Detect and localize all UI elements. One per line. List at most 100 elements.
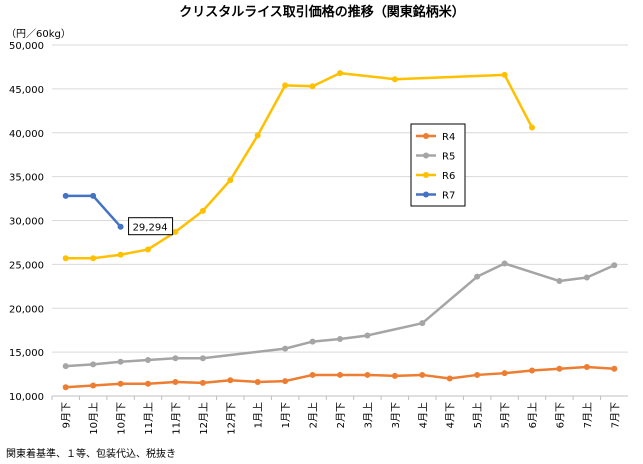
series-line-r6 (65, 71, 534, 260)
data-point-r5 (199, 355, 206, 362)
x-tick-label: 3月上 (362, 402, 374, 428)
legend-label-r4: R4 (442, 132, 455, 143)
data-point-r4 (501, 370, 508, 377)
data-point-r6 (254, 132, 261, 139)
data-point-r5 (501, 260, 508, 267)
y-axis-unit-label: （円／60kg） (6, 28, 71, 40)
x-tick-label: 12月下 (225, 402, 237, 435)
x-tick-label: 11月下 (170, 402, 182, 435)
legend-label-r7: R7 (442, 191, 455, 202)
data-point-r5 (474, 273, 481, 280)
x-tick-label: 1月上 (253, 402, 265, 428)
series-r7 (62, 192, 124, 230)
gridlines (52, 44, 628, 353)
y-tick-label: 20,000 (9, 304, 44, 315)
x-tick-label: 6月下 (554, 402, 566, 428)
series-r6 (62, 70, 535, 262)
data-point-r5 (172, 355, 179, 362)
data-point-r6 (90, 255, 97, 262)
x-tick-label: 7月上 (582, 402, 594, 428)
y-tick-label: 40,000 (9, 129, 44, 140)
data-point-r4 (611, 365, 618, 372)
series-line-r7 (65, 194, 122, 228)
data-point-r4 (90, 382, 97, 389)
legend-marker-r4 (423, 133, 429, 139)
data-point-r6 (282, 82, 289, 89)
data-point-r4 (337, 371, 343, 378)
data-point-r6 (227, 177, 234, 184)
data-point-r4 (62, 384, 69, 391)
data-point-r5 (62, 363, 69, 370)
data-point-r4 (227, 377, 234, 384)
data-point-r5 (282, 345, 289, 352)
x-tick-label: 2月下 (335, 402, 347, 428)
y-tick-label: 45,000 (9, 85, 44, 96)
chart-title: クリスタルライス取引価格の推移（関東銘柄米） (179, 4, 465, 20)
legend: R4 R5 R6 R7 (410, 123, 466, 207)
data-point-r4 (282, 378, 289, 385)
legend-box (410, 123, 466, 207)
y-tick-label: 10,000 (9, 392, 44, 403)
data-point-r6 (62, 255, 69, 262)
data-point-r5 (337, 335, 343, 342)
series-line-r5 (65, 262, 615, 368)
x-tick-label: 7月下 (609, 402, 621, 428)
data-point-r5 (145, 357, 151, 364)
data-point-r4 (309, 371, 316, 378)
data-point-r7 (62, 192, 69, 199)
x-axis-ticks: 9月下 10月上 10月下 11月上 11月下 12月上 12月下 1月上 1月下 2月上 2月下 3… (51, 396, 621, 435)
y-tick-label: 15,000 (9, 348, 44, 359)
data-point-r5 (90, 361, 97, 368)
data-point-r7 (117, 223, 124, 230)
y-axis-ticks: 10,000 15,000 20,000 25,000 30,000 35,000 40,0… (9, 41, 44, 403)
data-point-r4 (199, 379, 206, 386)
data-point-r6 (145, 246, 151, 253)
data-point-r6 (172, 228, 179, 235)
x-tick-label: 4月下 (445, 402, 457, 428)
x-tick-label: 3月下 (390, 402, 402, 428)
data-point-r4 (172, 378, 179, 385)
x-tick-label: 9月下 (61, 402, 73, 428)
legend-marker-r7 (423, 191, 429, 198)
x-tick-label: 11月上 (143, 402, 155, 435)
x-tick-label: 5月上 (472, 402, 484, 428)
series-group (62, 70, 618, 391)
legend-marker-r6 (423, 172, 429, 178)
legend-marker-r5 (423, 152, 429, 159)
y-tick-label: 30,000 (9, 217, 44, 228)
x-tick-label: 10月上 (88, 402, 100, 435)
data-label-r7-latest: 29,294 (133, 223, 168, 234)
x-tick-label: 5月下 (500, 402, 512, 428)
data-point-r5 (556, 278, 563, 285)
data-point-r6 (337, 70, 343, 77)
legend-label-r6: R6 (442, 171, 455, 182)
data-point-r4 (446, 375, 453, 382)
data-point-r4 (583, 364, 590, 371)
data-point-r6 (309, 83, 316, 90)
data-point-r6 (529, 124, 535, 131)
data-point-r4 (391, 372, 398, 379)
data-point-r6 (391, 76, 398, 83)
data-point-r4 (419, 371, 426, 378)
data-point-r5 (583, 274, 590, 281)
data-point-r6 (199, 207, 206, 214)
data-point-r4 (474, 371, 481, 378)
annotation-group: 29,294 (128, 217, 174, 236)
data-point-r4 (556, 365, 563, 372)
x-tick-label: 6月上 (527, 402, 539, 428)
data-point-r4 (117, 380, 124, 387)
data-point-r5 (419, 320, 426, 327)
data-point-r7 (90, 192, 97, 199)
y-tick-label: 35,000 (9, 173, 44, 184)
y-tick-label: 50,000 (9, 41, 44, 52)
data-point-r6 (501, 71, 508, 78)
series-r4 (62, 364, 618, 391)
data-point-r5 (309, 338, 316, 345)
data-point-r5 (611, 262, 618, 269)
x-tick-label: 4月上 (417, 402, 429, 428)
data-point-r4 (145, 380, 151, 387)
legend-label-r5: R5 (442, 152, 455, 163)
x-tick-label: 1月下 (280, 402, 292, 428)
data-point-r5 (117, 358, 124, 365)
